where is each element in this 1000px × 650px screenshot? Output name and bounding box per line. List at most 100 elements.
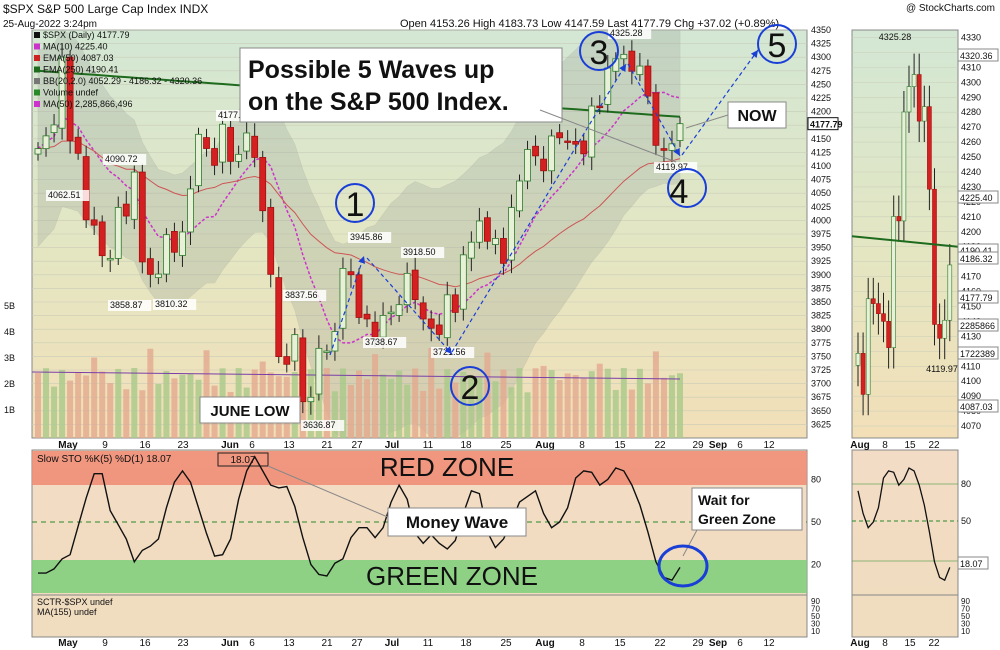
price-tick-label: 4350 xyxy=(811,25,831,35)
sto-value-badge: 18.07 xyxy=(230,455,255,466)
price-tick-label: 3725 xyxy=(811,365,831,375)
price-tick-label: 3825 xyxy=(811,311,831,321)
volume-bar xyxy=(364,379,371,438)
sctr-tick-label: 50 xyxy=(811,612,820,621)
mini-price-tick: 4330 xyxy=(961,32,981,42)
candle-body xyxy=(203,137,210,149)
mini-axis-tag xyxy=(957,290,999,304)
candle-body xyxy=(475,220,483,243)
volume-bar xyxy=(644,383,651,438)
candle-body xyxy=(82,156,90,221)
legend-swatch xyxy=(34,89,40,96)
volume-bar xyxy=(588,371,595,438)
candle-body xyxy=(171,231,178,253)
mini-date-tick: 15 xyxy=(904,638,916,649)
volume-bar xyxy=(636,368,643,438)
mini-date-tick: 8 xyxy=(882,638,888,649)
volume-bar xyxy=(620,368,627,438)
mini-candle xyxy=(932,188,937,325)
volume-bar xyxy=(331,391,338,438)
price-label-bg xyxy=(608,28,652,39)
date-tick-label: 27 xyxy=(351,440,363,451)
volume-bar xyxy=(372,354,379,438)
sto-tick-label: 20 xyxy=(811,560,821,570)
date-tick-label: 12 xyxy=(763,638,775,649)
price-label: 3858.87 xyxy=(110,300,143,310)
date-tick-label: Aug xyxy=(535,440,554,451)
candlesticks xyxy=(34,40,684,415)
volume-bar xyxy=(35,373,41,438)
legend-item: EMA(250) 4190.41 xyxy=(43,65,119,75)
price-label-bg xyxy=(654,162,698,173)
legend-item: Volume undef xyxy=(43,88,99,98)
mini-price-tick: 4150 xyxy=(961,301,981,311)
mini-candle xyxy=(927,106,932,190)
june-low-callout: JUNE LOW xyxy=(199,396,301,424)
mini-price-tick: 4260 xyxy=(961,137,981,147)
price-label: 4119.97 xyxy=(656,162,688,172)
volume-bar xyxy=(628,389,635,438)
candle-body xyxy=(524,149,531,182)
wait-green-callout: Wait for Green Zone xyxy=(657,487,803,588)
mini-sto-value-box xyxy=(957,556,989,570)
volume-bar xyxy=(532,368,539,438)
mini-axis-tag-label: 4087.03 xyxy=(960,402,993,412)
mini-sctr-tick: 30 xyxy=(961,620,970,629)
volume-bar xyxy=(163,371,170,438)
candle-body xyxy=(411,269,419,300)
candle-body xyxy=(42,135,50,150)
price-tick-label: 3700 xyxy=(811,379,831,389)
price-label: 3918.50 xyxy=(403,247,436,257)
volume-bar xyxy=(131,368,138,438)
candle-body xyxy=(532,145,539,157)
volume-bar xyxy=(524,392,531,438)
last-price-label: 4177.79 xyxy=(810,120,843,130)
candle-body xyxy=(379,315,387,338)
candle-body xyxy=(162,234,170,275)
candle-body xyxy=(227,127,235,162)
candle-body xyxy=(483,217,491,242)
mini-date-tick: 8 xyxy=(882,440,888,451)
quote-line: Open 4153.26 High 4183.73 Low 4147.59 La… xyxy=(400,18,779,30)
mini-candle xyxy=(886,321,891,348)
legend-swatch xyxy=(34,55,40,61)
headline-line-2: on the S&P 500 Index. xyxy=(248,88,509,116)
mini-axis-tag xyxy=(957,318,999,332)
mini-price-tick: 4310 xyxy=(961,62,981,72)
legend-item: EMA(50) 4087.03 xyxy=(43,53,114,63)
legend-item: BB(20,2.0) 4052.29 - 4186.32 - 4320.36 xyxy=(43,76,202,86)
mini-sto-panel xyxy=(851,449,959,596)
candle-body xyxy=(500,238,507,264)
date-axis-bottom: May 9 16 23 Jun 6 13 21 27 Jul 11 18 25 Aug 8 15 22 29 Sep… xyxy=(58,638,775,649)
price-label: 3636.87 xyxy=(303,420,336,430)
volume-bar xyxy=(476,375,483,438)
volume-bar xyxy=(43,368,50,438)
volume-tick-label: 2B xyxy=(4,379,15,389)
date-tick-label: Jul xyxy=(385,440,400,451)
candle-body xyxy=(435,324,443,335)
date-tick-label: 16 xyxy=(139,638,151,649)
legend-item: MA(50) 2,285,866,496 xyxy=(43,99,133,109)
volume-bar xyxy=(67,380,74,438)
ma10-line xyxy=(37,91,681,344)
date-tick-label: 12 xyxy=(763,440,775,451)
date-tick-label: Aug xyxy=(535,638,554,649)
mini-price-tick: 4100 xyxy=(961,376,981,386)
candle-body xyxy=(564,140,572,143)
sto-axis: 20 50 80 xyxy=(811,474,821,569)
volume-bar xyxy=(323,368,330,438)
now-callout: NOW xyxy=(685,101,787,129)
mini-candle xyxy=(896,216,902,222)
mini-date-tick: 15 xyxy=(904,440,916,451)
wait-label-1: Wait for xyxy=(698,492,750,508)
wave-2-arrow xyxy=(366,257,453,355)
candle-body xyxy=(572,141,580,145)
price-tick-label: 4125 xyxy=(811,147,831,157)
price-tick-label: 3975 xyxy=(811,229,831,239)
candle-body xyxy=(604,67,612,105)
volume-bar xyxy=(99,371,106,438)
price-label: 4177.5 xyxy=(218,110,246,120)
candle-body xyxy=(652,92,660,146)
